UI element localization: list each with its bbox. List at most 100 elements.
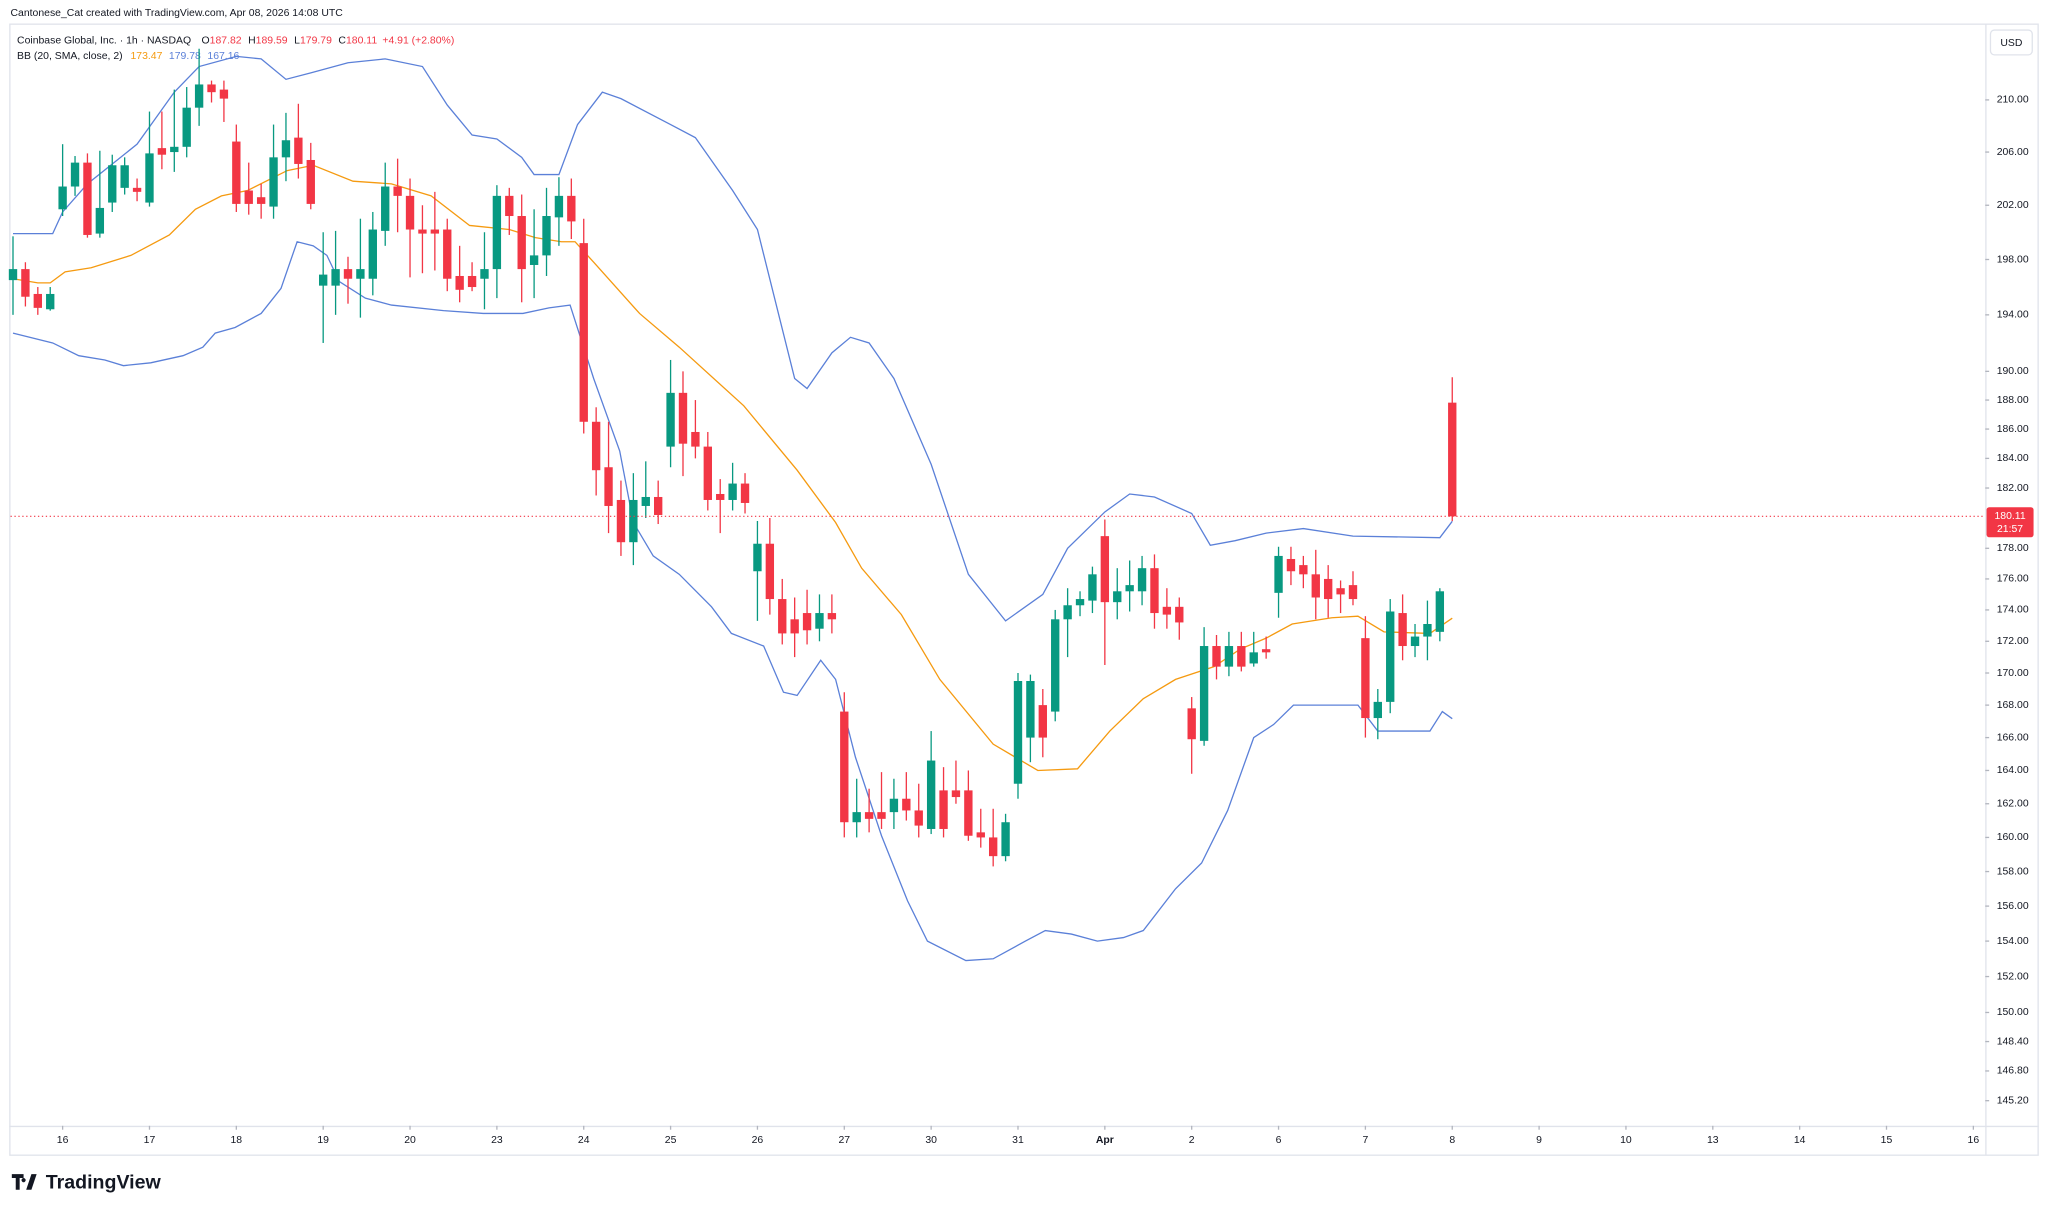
candle-body — [889, 798, 899, 813]
currency-button[interactable] — [1989, 29, 2033, 56]
candle-body — [864, 812, 874, 819]
candle-body — [1336, 588, 1345, 595]
currency-label[interactable]: USD — [2000, 38, 2022, 49]
candle-body — [1448, 402, 1457, 517]
candle-body — [1261, 649, 1271, 653]
candle — [319, 232, 328, 343]
candle — [852, 778, 861, 838]
candle — [232, 124, 241, 212]
candle-body — [790, 619, 799, 634]
candle — [1323, 565, 1333, 618]
candle — [1237, 631, 1246, 672]
candle — [194, 48, 204, 126]
legend-title: Coinbase Global, Inc. · 1h · NASDAQ — [17, 35, 191, 46]
candle — [1051, 609, 1060, 722]
indicator-line — [12, 164, 1453, 772]
candle — [939, 767, 948, 838]
legend-value: 180.11 — [346, 35, 377, 46]
legend-label: H — [248, 35, 256, 46]
x-tick-label: 18 — [231, 1135, 243, 1146]
candle — [1249, 631, 1258, 667]
last-price-label: 180.11 — [1994, 511, 2025, 522]
candle-body — [21, 269, 30, 297]
candle-body — [1026, 681, 1035, 738]
legend-value: 187.82 — [210, 35, 242, 46]
candle — [83, 153, 92, 238]
candle — [778, 578, 787, 645]
y-tick-label: 160.00 — [1997, 832, 2029, 843]
candle-body — [654, 496, 663, 515]
candle — [1373, 689, 1382, 740]
candle-body — [33, 293, 42, 308]
candle — [1162, 588, 1172, 629]
y-tick-label: 166.00 — [1997, 732, 2029, 743]
candle-body — [1212, 646, 1221, 667]
candle-body — [418, 229, 427, 234]
candle-body — [1373, 701, 1382, 719]
x-tick-label: 13 — [1707, 1135, 1719, 1146]
candle-body — [591, 421, 601, 471]
candle-body — [492, 195, 502, 270]
y-tick-label: 186.00 — [1997, 424, 2029, 435]
candle-body — [753, 543, 762, 572]
y-tick-label: 162.00 — [1997, 799, 2029, 810]
candle-body — [1051, 619, 1060, 712]
legend-label: L — [294, 35, 300, 46]
candle — [1311, 549, 1320, 620]
y-tick-label: 198.00 — [1997, 254, 2029, 265]
candle — [8, 236, 18, 315]
x-tick-label: Apr — [1096, 1135, 1114, 1146]
candle — [356, 218, 365, 318]
candle — [951, 760, 961, 804]
candle — [678, 371, 688, 477]
legend-indicator-value: 179.78 — [169, 51, 201, 62]
candle-body — [902, 798, 911, 811]
candle-body — [455, 275, 464, 290]
candle-body — [430, 229, 440, 234]
candle-body — [579, 243, 588, 422]
candle — [219, 80, 229, 122]
candle — [430, 191, 440, 271]
candle-body — [95, 207, 105, 234]
candle-body — [1137, 568, 1147, 592]
x-tick-label: 27 — [838, 1135, 850, 1146]
candle-body — [170, 146, 179, 153]
candle-body — [232, 141, 241, 204]
candle — [294, 103, 303, 179]
candle-body — [542, 216, 551, 256]
candle-body — [1013, 681, 1023, 784]
candle — [331, 230, 340, 315]
candle — [70, 156, 80, 196]
credit: Cantonese_Cat created with TradingView.c… — [11, 8, 344, 19]
candle — [46, 287, 55, 311]
candle-body — [343, 269, 353, 279]
candle — [281, 112, 291, 182]
x-tick-label: 25 — [665, 1135, 677, 1146]
candle — [802, 589, 812, 645]
candle-body — [8, 269, 18, 281]
candle-body — [1286, 558, 1296, 572]
candle — [567, 178, 576, 240]
candle — [877, 772, 886, 829]
candle-body — [393, 186, 402, 196]
candle-body — [306, 159, 315, 204]
candle — [864, 788, 874, 833]
candle — [455, 245, 464, 303]
candle — [1299, 555, 1308, 589]
candle — [1423, 600, 1432, 661]
candle — [1187, 697, 1196, 774]
candle-body — [951, 790, 961, 798]
y-tick-label: 148.40 — [1997, 1036, 2029, 1047]
candle-body — [852, 812, 861, 823]
legend-indicator-value: 173.47 — [130, 51, 162, 62]
candle-body — [1125, 585, 1134, 592]
candle — [728, 462, 737, 511]
candle — [827, 594, 837, 634]
y-tick-label: 158.00 — [1997, 866, 2029, 877]
candle-body — [108, 165, 117, 203]
x-tick-label: 7 — [1362, 1135, 1368, 1146]
candle — [529, 209, 539, 299]
x-tick-label: 24 — [578, 1135, 590, 1146]
candle — [703, 431, 712, 511]
